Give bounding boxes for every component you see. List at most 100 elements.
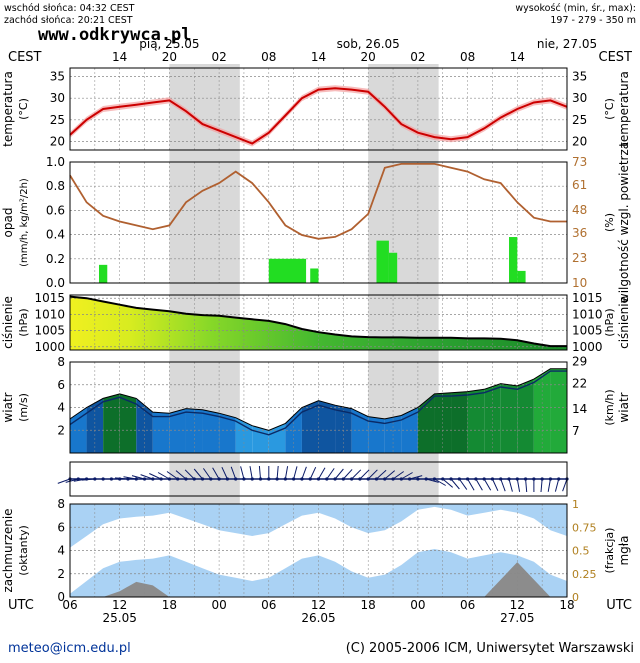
bottom-tick-2: 18 xyxy=(162,598,177,612)
wind-arrow-dot-43 xyxy=(424,477,428,481)
wind-arrow-dot-24 xyxy=(267,477,271,481)
temperature-tick-right-35: 35 xyxy=(572,70,587,84)
day-label-1: sob, 26.05 xyxy=(337,37,400,51)
wind-arrow-dot-51 xyxy=(490,477,495,481)
wind-gust-segment-5 xyxy=(152,412,170,453)
clouds-tick-4: 4 xyxy=(57,544,65,558)
wind-gust-segment-29 xyxy=(550,368,567,453)
bottom-tick-0: 06 xyxy=(62,598,77,612)
wind-arrow-dot-12 xyxy=(167,477,171,481)
wind-arrow-dot-13 xyxy=(176,477,180,481)
wind-arrow-dot-18 xyxy=(217,477,221,481)
wind-arrow-46 xyxy=(450,478,460,490)
top-tick-8: 08 xyxy=(460,50,475,64)
wind-arrow-35 xyxy=(359,469,370,480)
humidity-ylabel: wilgotność wzgl. powietrza xyxy=(617,142,631,303)
wind-arrow-20 xyxy=(230,466,237,480)
wind-gust-segment-18 xyxy=(368,416,385,453)
wind-arrow-dot-9 xyxy=(142,477,147,481)
wind-arrow-30 xyxy=(318,467,326,480)
precipitation-unit: (mm/h, kg/m²/2h) xyxy=(19,178,30,267)
wind-gust-segment-15 xyxy=(318,400,336,453)
precipitation-bar-3 xyxy=(376,240,389,283)
wind-arrow-dot-35 xyxy=(358,477,362,481)
wind-arrow-dot-32 xyxy=(333,477,337,481)
wind-arrow-dot-28 xyxy=(300,477,304,481)
wind-arrow-16 xyxy=(193,468,203,480)
temperature-unit-right: (°C) xyxy=(603,98,616,120)
wind-arrow-10 xyxy=(140,474,154,480)
humidity-unit: (%) xyxy=(603,213,616,232)
wind-arrow-22 xyxy=(249,466,253,480)
wind-arrow-dot-44 xyxy=(432,477,437,481)
wind-direction-frame xyxy=(69,461,568,497)
bottom-time-axis: UTC UTC 06 12 18 00 06 12 18 00 06 12 18 25.05 26.05… xyxy=(8,598,632,625)
temperature-tick-left-35: 35 xyxy=(50,70,65,84)
wind-speed-line xyxy=(69,370,567,436)
wind-arrow-12 xyxy=(157,472,170,480)
precipitation-bar-1 xyxy=(268,258,307,283)
sunrise-text: wschód słońca: 04:32 CEST xyxy=(4,3,135,14)
pressure-tick-right-1000: 1000 xyxy=(572,340,603,354)
wind-gust-segment-14 xyxy=(301,400,319,453)
humidity-tick-48: 48 xyxy=(572,203,587,217)
wind-arrow-36 xyxy=(367,469,378,480)
wind-arrow-dot-36 xyxy=(366,477,370,481)
temperature-tick-left-20: 20 xyxy=(50,134,65,148)
wind-arrow-dot-15 xyxy=(192,477,196,481)
clouds-tick-6: 6 xyxy=(57,520,65,534)
wind-arrow-38 xyxy=(384,470,396,480)
humidity-tick-61: 61 xyxy=(572,178,587,192)
wind-arrow-41 xyxy=(409,475,423,480)
wind-arrow-39 xyxy=(392,471,404,480)
pressure-unit-left: (hPa) xyxy=(17,308,30,336)
wind-gust-segment-3 xyxy=(119,393,137,453)
wind-arrow-dot-27 xyxy=(292,477,296,481)
wind-arrow-18 xyxy=(212,467,220,480)
wind-gust-segment-9 xyxy=(219,413,236,453)
precipitation-bar-6 xyxy=(517,270,526,283)
precipitation-bar-4 xyxy=(388,252,398,283)
wind-arrow-dot-59 xyxy=(557,477,561,481)
humidity-line xyxy=(69,163,567,240)
clouds-unit: (oktanty) xyxy=(17,525,30,576)
wind-tick-6: 6 xyxy=(57,378,65,392)
bottom-date-1: 26.05 xyxy=(301,611,335,625)
wind-arrow-34 xyxy=(351,469,362,480)
wind-arrow-dot-39 xyxy=(391,477,395,481)
wind-arrow-11 xyxy=(149,473,162,480)
precipitation-tick-0.2: 0.2 xyxy=(46,252,65,266)
altitude-values: 197 - 279 - 350 m xyxy=(550,15,636,26)
wind-unit-right: (km/h) xyxy=(603,389,616,425)
wind-gust-segment-24 xyxy=(467,389,485,453)
wind-arrow-dot-56 xyxy=(532,477,536,481)
wind-arrow-dot-45 xyxy=(441,477,445,481)
bottom-date-0: 25.05 xyxy=(103,611,137,625)
bottom-tick-5: 12 xyxy=(311,598,326,612)
wind-arrow-dot-42 xyxy=(416,477,420,481)
wind-arrow-29 xyxy=(309,466,317,480)
temperature-tick-right-30: 30 xyxy=(572,91,587,105)
wind-gust-segment-27 xyxy=(517,379,534,453)
wind-arrow-dot-25 xyxy=(275,477,279,481)
clouds-tick-0: 0 xyxy=(57,590,65,604)
wind-arrow-dot-48 xyxy=(466,477,470,481)
wind-arrow-7 xyxy=(114,477,129,480)
wind-arrow-19 xyxy=(221,466,228,480)
wind-arrow-15 xyxy=(184,469,195,480)
wind-arrow-45 xyxy=(442,478,454,488)
fog-tick-0.5: 0.5 xyxy=(572,545,590,558)
clouds-tick-2: 2 xyxy=(57,567,65,581)
pressure-line xyxy=(69,295,567,348)
temperature-ylabel-right: temperatura xyxy=(617,71,631,147)
temperature-tick-left-30: 30 xyxy=(50,91,65,105)
wind-arrow-dot-49 xyxy=(474,477,478,481)
wind-arrow-dot-53 xyxy=(507,477,511,481)
wind-arrow-dot-37 xyxy=(374,477,379,481)
day-label-0: pią, 25.05 xyxy=(139,37,199,51)
bottom-tick-3: 00 xyxy=(211,598,226,612)
wind-arrow-57 xyxy=(540,478,543,493)
pressure-ylabel-left: ciśnienie xyxy=(1,296,15,349)
wind-arrow-0 xyxy=(57,478,71,484)
wind-arrow-55 xyxy=(525,478,528,493)
